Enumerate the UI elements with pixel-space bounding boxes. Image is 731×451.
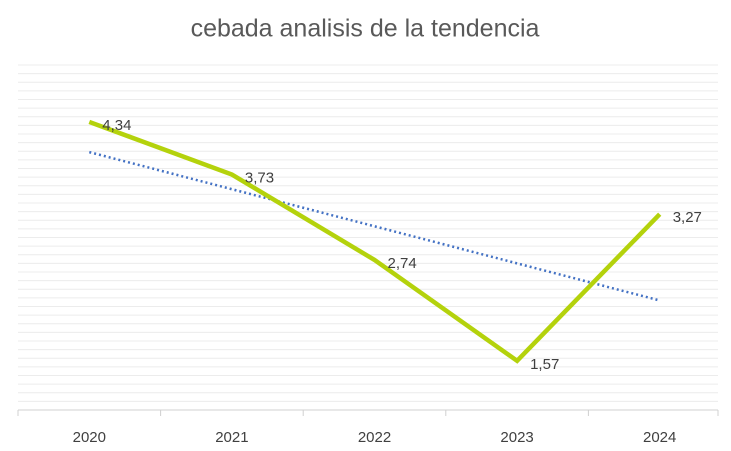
data-label: 3,27 bbox=[673, 209, 702, 226]
data-label: 4,34 bbox=[102, 117, 131, 134]
x-tick-label: 2024 bbox=[643, 429, 676, 446]
data-line bbox=[88, 119, 662, 364]
data-label: 2,74 bbox=[388, 255, 417, 272]
data-label: 1,57 bbox=[530, 356, 559, 373]
chart-title: cebada analisis de la tendencia bbox=[191, 15, 540, 43]
x-tick-label: 2021 bbox=[215, 429, 248, 446]
x-tick-label: 2023 bbox=[500, 429, 533, 446]
data-label: 3,73 bbox=[245, 170, 274, 187]
x-tick-label: 2022 bbox=[358, 429, 391, 446]
trend-line bbox=[88, 150, 661, 302]
x-tick-label: 2020 bbox=[73, 429, 106, 446]
